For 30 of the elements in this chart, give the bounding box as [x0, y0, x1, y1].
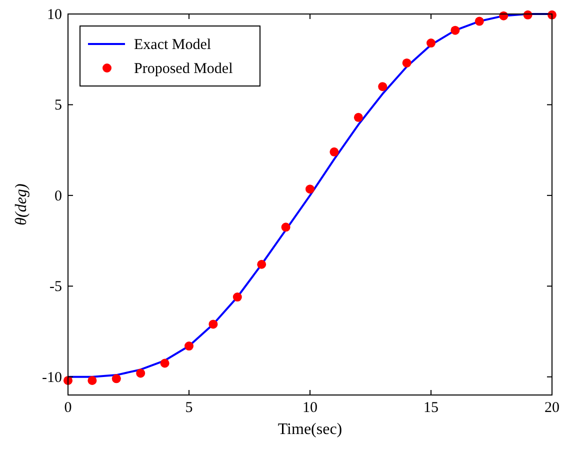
x-axis-title: Time(sec): [278, 421, 342, 438]
point: [474, 16, 484, 26]
legend-label: Proposed Model: [134, 61, 233, 77]
y-tick-label: 5: [54, 98, 62, 114]
point: [160, 358, 170, 368]
point: [232, 292, 242, 302]
x-tick-label: 20: [544, 400, 560, 416]
point: [450, 26, 460, 35]
point: [354, 112, 363, 122]
point: [112, 374, 121, 384]
y-axis-title: θ(deg): [13, 184, 30, 226]
y-tick-label: -5: [50, 279, 62, 296]
point: [257, 260, 266, 269]
x-tick-label: 5: [185, 400, 193, 416]
point: [330, 147, 339, 156]
y-tick-label: 0: [54, 188, 62, 204]
point: [426, 38, 436, 48]
point: [88, 376, 97, 385]
point: [281, 222, 290, 232]
point: [208, 320, 218, 329]
point: [306, 184, 314, 194]
legend-label: Exact Model: [134, 37, 212, 53]
x-tick-label: 15: [424, 400, 438, 416]
y-tick-label: 10: [47, 7, 62, 23]
x-tick-label: 10: [302, 400, 318, 416]
point: [378, 82, 388, 92]
point: [136, 368, 146, 378]
point: [184, 342, 194, 351]
y-tick-label: -10: [42, 370, 62, 386]
point: [402, 58, 412, 68]
